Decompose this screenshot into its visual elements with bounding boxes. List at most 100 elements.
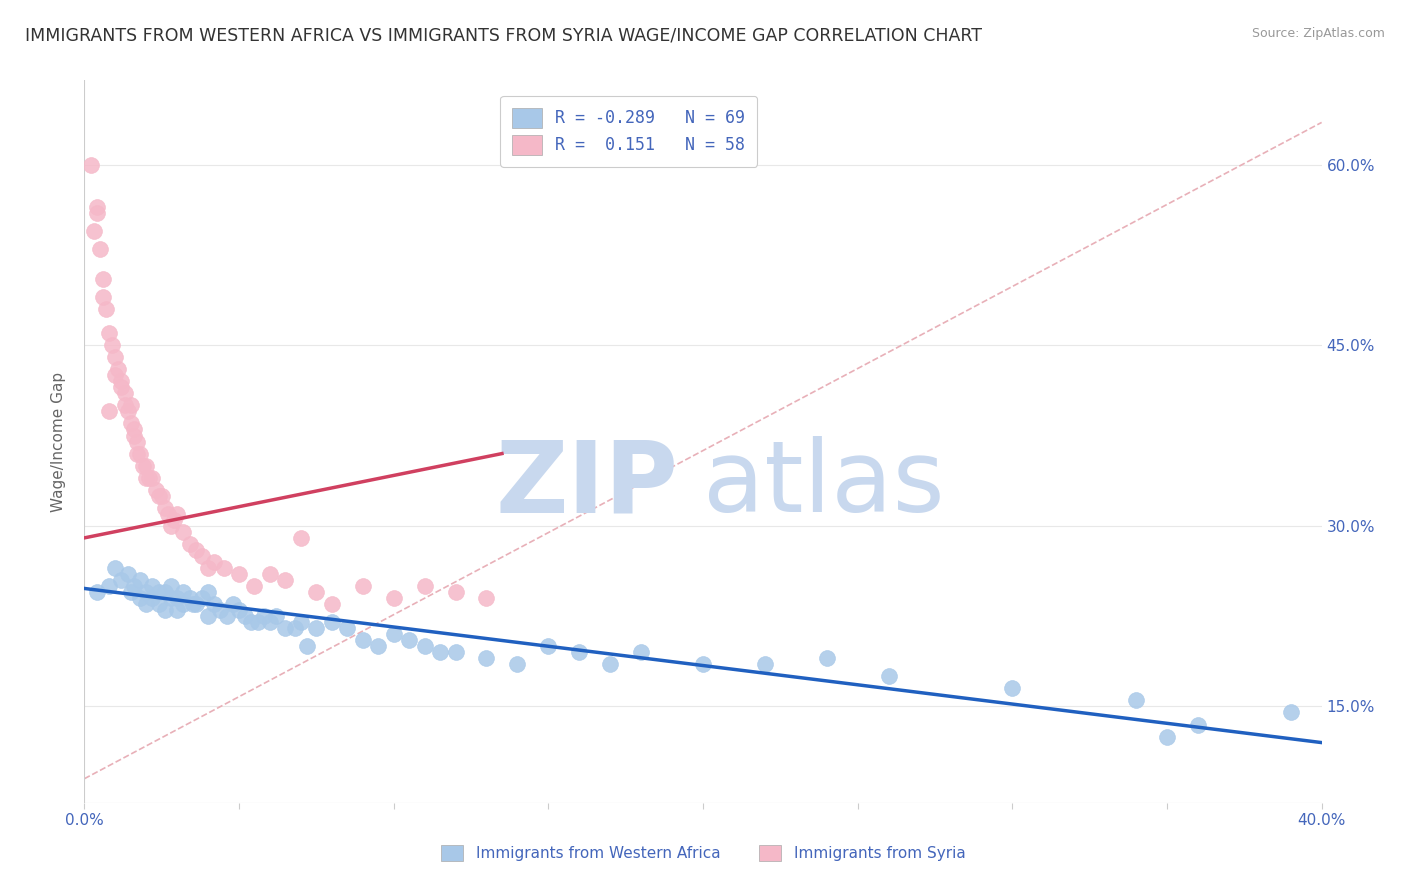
- Point: [215, 609, 238, 624]
- Point: [222, 597, 245, 611]
- Point: [305, 621, 328, 635]
- Point: [172, 597, 194, 611]
- Point: [1001, 681, 1024, 696]
- Point: [104, 368, 127, 383]
- Point: [120, 398, 142, 412]
- Point: [630, 645, 652, 659]
- Point: [153, 500, 176, 515]
- Point: [413, 579, 436, 593]
- Point: [163, 513, 186, 527]
- Point: [117, 567, 139, 582]
- Point: [429, 645, 451, 659]
- Legend: Immigrants from Western Africa, Immigrants from Syria: Immigrants from Western Africa, Immigran…: [434, 838, 972, 867]
- Point: [754, 657, 776, 672]
- Point: [114, 398, 136, 412]
- Point: [153, 603, 176, 617]
- Point: [83, 224, 105, 238]
- Point: [101, 338, 124, 352]
- Point: [197, 609, 219, 624]
- Point: [166, 603, 188, 617]
- Point: [160, 579, 183, 593]
- Point: [506, 657, 529, 672]
- Point: [209, 603, 232, 617]
- Point: [120, 585, 142, 599]
- Y-axis label: Wage/Income Gap: Wage/Income Gap: [51, 371, 66, 512]
- Point: [274, 573, 297, 587]
- Point: [129, 447, 152, 461]
- Point: [98, 579, 121, 593]
- Point: [179, 591, 201, 606]
- Point: [132, 458, 155, 473]
- Point: [537, 639, 560, 653]
- Point: [202, 597, 225, 611]
- Point: [382, 591, 405, 606]
- Point: [382, 627, 405, 641]
- Point: [148, 585, 170, 599]
- Point: [191, 549, 214, 563]
- Point: [259, 567, 281, 582]
- Point: [98, 326, 121, 341]
- Point: [160, 591, 183, 606]
- Point: [172, 585, 194, 599]
- Point: [184, 597, 207, 611]
- Point: [290, 531, 312, 545]
- Point: [91, 272, 114, 286]
- Point: [166, 591, 188, 606]
- Point: [240, 615, 263, 630]
- Point: [259, 615, 281, 630]
- Point: [336, 621, 359, 635]
- Point: [367, 639, 389, 653]
- Point: [321, 597, 343, 611]
- Point: [475, 591, 498, 606]
- Point: [148, 597, 170, 611]
- Point: [184, 542, 207, 557]
- Point: [150, 489, 173, 503]
- Point: [197, 585, 219, 599]
- Point: [86, 585, 108, 599]
- Point: [179, 537, 201, 551]
- Point: [141, 471, 163, 485]
- Point: [295, 639, 318, 653]
- Point: [79, 158, 101, 172]
- Point: [274, 621, 297, 635]
- Point: [181, 597, 204, 611]
- Point: [172, 524, 194, 539]
- Point: [284, 621, 307, 635]
- Point: [145, 483, 167, 497]
- Point: [290, 615, 312, 630]
- Point: [1279, 706, 1302, 720]
- Point: [1156, 730, 1178, 744]
- Point: [233, 609, 256, 624]
- Point: [246, 615, 269, 630]
- Point: [122, 428, 145, 442]
- Point: [110, 573, 132, 587]
- Point: [352, 633, 374, 648]
- Point: [202, 555, 225, 569]
- Point: [156, 507, 179, 521]
- Point: [166, 507, 188, 521]
- Point: [129, 591, 152, 606]
- Point: [107, 362, 129, 376]
- Point: [1125, 693, 1147, 707]
- Point: [568, 645, 591, 659]
- Point: [91, 290, 114, 304]
- Point: [398, 633, 420, 648]
- Point: [141, 579, 163, 593]
- Point: [135, 458, 157, 473]
- Point: [264, 609, 287, 624]
- Point: [94, 302, 117, 317]
- Point: [599, 657, 621, 672]
- Point: [692, 657, 714, 672]
- Text: ZIP: ZIP: [495, 436, 678, 533]
- Point: [321, 615, 343, 630]
- Point: [110, 380, 132, 394]
- Point: [877, 669, 900, 683]
- Text: IMMIGRANTS FROM WESTERN AFRICA VS IMMIGRANTS FROM SYRIA WAGE/INCOME GAP CORRELAT: IMMIGRANTS FROM WESTERN AFRICA VS IMMIGR…: [25, 27, 983, 45]
- Point: [444, 585, 467, 599]
- Point: [243, 579, 266, 593]
- Point: [86, 205, 108, 219]
- Point: [110, 375, 132, 389]
- Point: [815, 651, 838, 665]
- Point: [160, 519, 183, 533]
- Point: [120, 417, 142, 431]
